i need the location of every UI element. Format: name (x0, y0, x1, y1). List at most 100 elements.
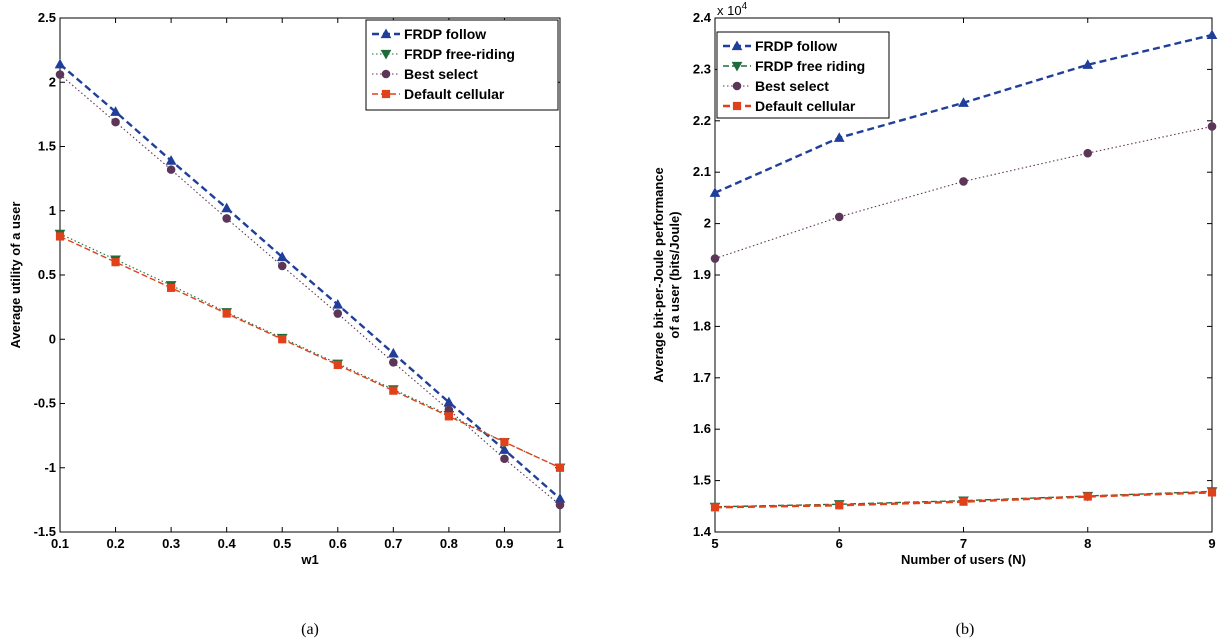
data-point (389, 358, 398, 367)
y-tick-label: -1 (44, 460, 56, 475)
figure-caption: (a) (301, 621, 319, 638)
data-point (277, 261, 287, 271)
series-line (59, 235, 561, 469)
legend-marker (381, 89, 391, 99)
data-point (165, 155, 177, 165)
x-tick-label: 5 (711, 536, 718, 551)
y-tick-label: 1.9 (693, 267, 711, 282)
series-line (59, 74, 561, 506)
y-axis-label: Average utility of a user (8, 202, 23, 349)
data-point (278, 335, 287, 344)
x-tick-label: 0.3 (162, 536, 180, 551)
data-point (332, 299, 344, 309)
x-tick-label: 0.4 (218, 536, 237, 551)
y-tick-label: 1.4 (693, 524, 712, 539)
legend-label: Default cellular (755, 98, 856, 114)
legend-label: FRDP follow (404, 26, 486, 42)
y-tick-label: -0.5 (34, 396, 56, 411)
data-point (835, 501, 844, 510)
data-point (1083, 148, 1093, 158)
y-tick-label: 1.7 (693, 370, 711, 385)
y-tick-label: 2 (49, 74, 56, 89)
data-point (333, 360, 342, 370)
data-point (500, 454, 509, 464)
series-line (59, 63, 561, 500)
data-point (958, 97, 969, 107)
legend: FRDP follow FRDP free-riding Best select De… (365, 19, 559, 111)
x-axis-label: Number of users (N) (901, 552, 1026, 567)
legend-marker (731, 40, 743, 51)
exponent-power: 4 (742, 1, 748, 12)
legend-label: FRDP free-riding (404, 46, 515, 62)
exponent-base: x 10 (717, 3, 742, 18)
y-tick-label: 1.6 (693, 421, 711, 436)
y-tick-label: 1.5 (38, 139, 56, 154)
y-tick-label: 2.3 (693, 61, 711, 76)
y-tick-label: 2.2 (693, 113, 711, 128)
legend: FRDP follow FRDP free riding Best select De… (716, 31, 890, 119)
series-best-select (710, 122, 1217, 263)
data-point (387, 347, 399, 358)
x-axis-label: w1 (300, 552, 318, 567)
chart-panel-a: -1.5 -1 -0.5 0 0.5 1 1.5 2 2.5 0.1 0.2 0.3 0.4 0.5 0.6… (8, 10, 566, 638)
y-tick-label: 0.5 (38, 267, 56, 282)
y-axis-label-line: Average bit-per-Joule performance (651, 167, 666, 383)
data-point (959, 497, 968, 506)
data-point (221, 202, 233, 213)
series-line (714, 125, 1213, 260)
data-point (1082, 59, 1094, 69)
x-tick-label: 0.1 (51, 536, 69, 551)
legend-marker (381, 69, 391, 79)
data-point (709, 187, 721, 197)
x-tick-label: 6 (836, 536, 843, 551)
y-tick-label: 1 (49, 203, 56, 218)
series-default-cellular (55, 232, 565, 472)
data-point (959, 177, 968, 186)
data-point (499, 444, 510, 454)
series-frdp-follow (709, 29, 1218, 197)
data-point (110, 106, 121, 116)
data-point (710, 503, 720, 512)
legend-marker (732, 81, 742, 91)
figure-caption: (b) (956, 621, 975, 638)
data-point (111, 258, 120, 267)
legend-marker (380, 28, 392, 39)
y-tick-label: 1.5 (693, 473, 711, 488)
x-tick-label: 9 (1208, 536, 1215, 551)
y-tick-label: 2.4 (693, 10, 712, 25)
y-tick-label: 0 (49, 331, 56, 346)
y-tick-label: 2.1 (693, 164, 711, 179)
legend-label: FRDP free riding (755, 58, 865, 74)
series-frdp-follow (54, 58, 566, 503)
y-tick-label: 1.8 (693, 318, 711, 333)
x-tick-label: 8 (1084, 536, 1091, 551)
x-tick-label: 0.2 (107, 536, 125, 551)
x-tick-label: 0.8 (440, 536, 458, 551)
data-point (710, 254, 720, 263)
y-axis-label-line: of a user (bits/Joule) (667, 211, 682, 338)
chart-panel-b: 1.4 1.5 1.6 1.7 1.8 1.9 2 2.1 2.2 2.3 2.4 5 6 7 8 9 x 10… (651, 1, 1218, 638)
data-point (167, 283, 176, 292)
data-point (222, 309, 231, 318)
data-point (276, 251, 288, 262)
x-tick-label: 0.6 (329, 536, 347, 551)
data-point (500, 437, 509, 447)
data-point (333, 309, 343, 318)
data-point (444, 412, 453, 421)
series-best-select (55, 70, 565, 510)
data-point (166, 165, 176, 174)
data-point (1207, 122, 1217, 131)
data-point (555, 500, 565, 510)
legend-marker (732, 101, 742, 111)
legend-marker (731, 61, 743, 72)
legend-label: Default cellular (404, 86, 505, 102)
data-point (222, 214, 231, 223)
data-point (833, 132, 845, 142)
data-point (1083, 492, 1092, 501)
x-tick-label: 7 (960, 536, 967, 551)
data-point (55, 70, 65, 79)
x-tick-label: 0.9 (495, 536, 513, 551)
data-point (834, 212, 844, 222)
legend-label: Best select (404, 66, 478, 82)
